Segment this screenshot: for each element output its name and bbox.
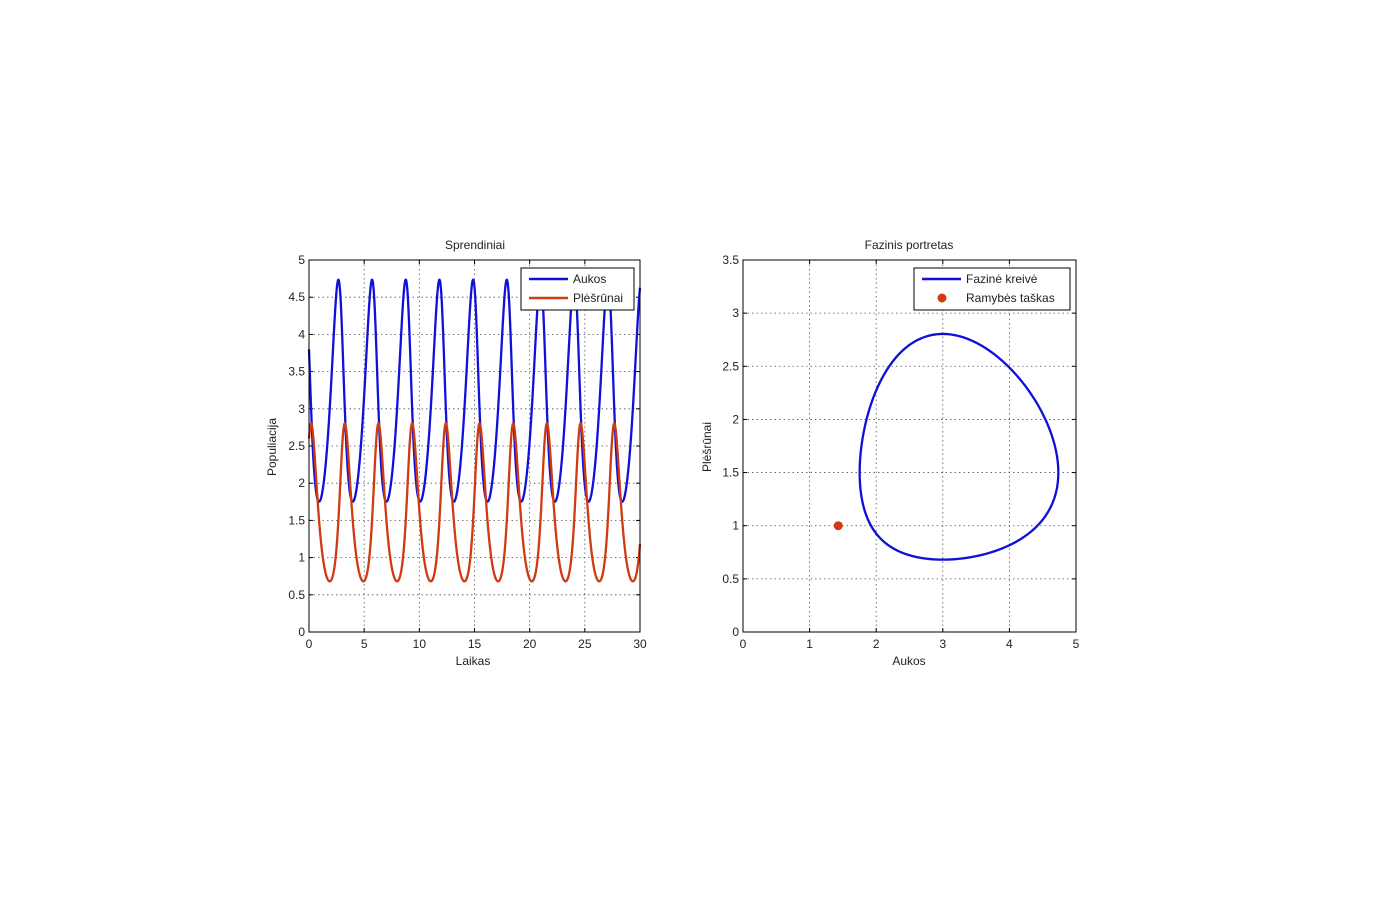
- solutions-ytick-label: 2: [298, 476, 305, 490]
- phase-grid: [743, 260, 1076, 632]
- legend-swatch-ramybes-taskas: [937, 293, 947, 303]
- phase-title: Fazinis portretas: [865, 238, 954, 252]
- phase-ticks: 0 1 2 3 4 5 0 0.5 1 1.5 2 2.5 3 3.5: [722, 253, 1079, 651]
- solutions-legend-box: [520, 267, 635, 311]
- phase-ytick-label: 2: [732, 412, 739, 426]
- solutions-xtick-label: 0: [306, 637, 313, 651]
- phase-ytick-label: 0.5: [722, 572, 739, 586]
- solutions-ytick-label: 3: [298, 402, 305, 416]
- solutions-xtick-label: 20: [523, 637, 537, 651]
- series-line-plesrunai: [307, 422, 642, 583]
- series-line-aukos: [307, 278, 642, 503]
- solutions-xtick-label: 5: [361, 637, 368, 651]
- solutions-ytick-label: 4: [298, 327, 305, 341]
- phase-ylabel: Plėšrūnai: [700, 422, 714, 472]
- solutions-xlabel: Laikas: [456, 654, 491, 668]
- phase-axes-box: [742, 259, 1077, 633]
- solutions-ytick-label: 1: [298, 551, 305, 565]
- phase-ytick-label: 1: [732, 519, 739, 533]
- solutions-ytick-label: 2.5: [288, 439, 305, 453]
- phase-xtick-label: 5: [1073, 637, 1080, 651]
- phase-ytick-label: 0: [732, 625, 739, 639]
- solutions-grid: [309, 260, 640, 632]
- solutions-ytick-label: 5: [298, 253, 305, 267]
- phase-legend: Fazinė kreivė Ramybės taškas: [913, 267, 1071, 311]
- phase-xtick-label: 3: [939, 637, 946, 651]
- solutions-xtick-label: 30: [633, 637, 647, 651]
- solutions-xtick-label: 15: [468, 637, 482, 651]
- phase-xtick-label: 2: [873, 637, 880, 651]
- solutions-title: Sprendiniai: [445, 238, 505, 252]
- series-line-fazine-kreive: [858, 332, 1060, 561]
- solutions-legend: Aukos Plėšrūnai: [520, 267, 635, 311]
- phase-series: [833, 332, 1060, 561]
- equilibrium-point: [833, 521, 843, 531]
- solutions-chart: Sprendiniai 0 5 10 15 20 25 30 0 0.5 1 1.5 2 2.5 3 3.5…: [265, 238, 647, 668]
- solutions-ytick-label: 4.5: [288, 290, 305, 304]
- solutions-series: [307, 278, 642, 583]
- solutions-xtick-label: 25: [578, 637, 592, 651]
- phase-ytick-label: 3: [732, 306, 739, 320]
- phase-ytick-label: 3.5: [722, 253, 739, 267]
- solutions-ytick-label: 0: [298, 625, 305, 639]
- solutions-ytick-label: 1.5: [288, 513, 305, 527]
- phase-legend-box: [913, 267, 1071, 311]
- solutions-xtick-label: 10: [413, 637, 427, 651]
- solutions-ytick-label: 0.5: [288, 588, 305, 602]
- phase-xtick-label: 1: [806, 637, 813, 651]
- legend-label-fazine-kreive: Fazinė kreivė: [966, 272, 1038, 286]
- solutions-ytick-label: 3.5: [288, 365, 305, 379]
- phase-xtick-label: 0: [740, 637, 747, 651]
- phase-portrait-chart: Fazinis portretas 0 1 2 3 4 5 0 0.5 1 1.5 2 2.5 3 3.5…: [700, 238, 1080, 668]
- solutions-ylabel: Populiacija: [265, 418, 279, 476]
- phase-ytick-label: 2.5: [722, 359, 739, 373]
- phase-ytick-label: 1.5: [722, 466, 739, 480]
- solutions-axes-box: [308, 259, 641, 633]
- legend-label-aukos: Aukos: [573, 272, 606, 286]
- legend-label-ramybes-taskas: Ramybės taškas: [966, 291, 1055, 305]
- legend-label-plesrunai: Plėšrūnai: [573, 291, 623, 305]
- phase-xtick-label: 4: [1006, 637, 1013, 651]
- phase-xlabel: Aukos: [892, 654, 925, 668]
- solutions-ticks: 0 5 10 15 20 25 30 0 0.5 1 1.5 2 2.5 3 3.5 4 4.5 5: [288, 253, 647, 651]
